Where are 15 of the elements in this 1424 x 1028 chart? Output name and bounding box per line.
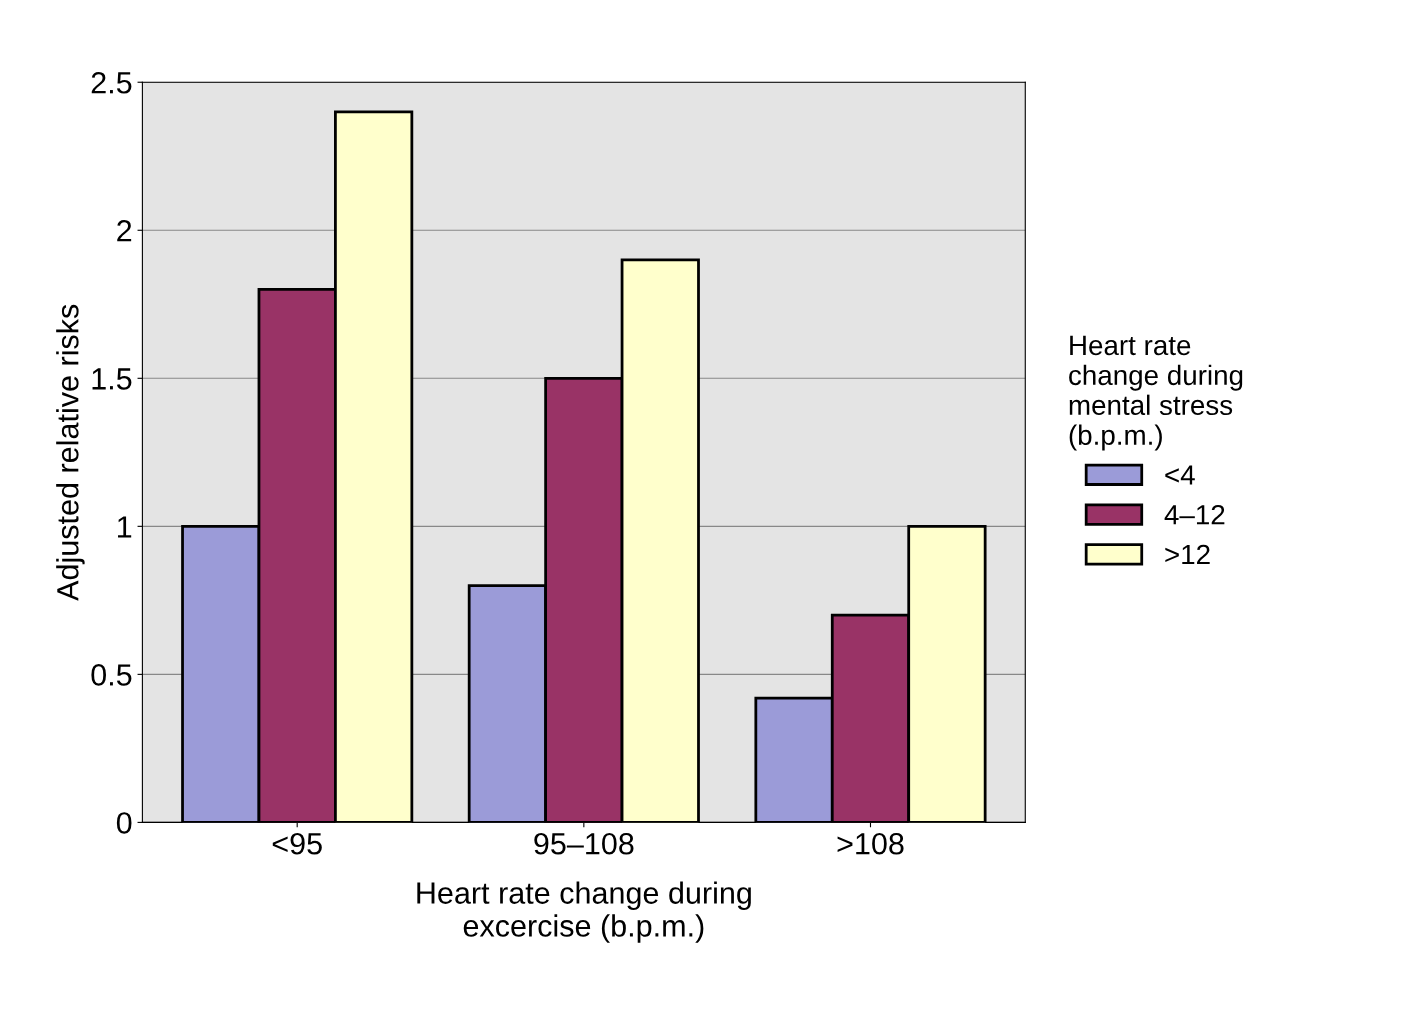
legend-label: >12 <box>1165 544 1210 565</box>
x-axis-title: Heart rate change during excercise (b.p.m.) <box>417 881 751 943</box>
x-tick-label: 95–108 <box>534 832 634 855</box>
y-tick-label: 1 <box>118 516 132 538</box>
legend-title: Heart rate change during mental stress (b.p.m.) <box>1069 335 1243 451</box>
x-tick-label: <95 <box>272 832 322 855</box>
x-tick-label: >108 <box>837 832 904 855</box>
y-axis-title: Adjusted relative risks <box>56 304 85 601</box>
y-tick-label: 1.5 <box>92 368 132 390</box>
legend-label: <4 <box>1165 465 1195 485</box>
y-tick-label: 2 <box>117 220 132 242</box>
y-tick-label: 0.5 <box>91 664 132 686</box>
legend-label: 4–12 <box>1164 504 1225 525</box>
y-tick-label: 2.5 <box>91 71 132 94</box>
y-tick-label: 0 <box>116 812 132 834</box>
